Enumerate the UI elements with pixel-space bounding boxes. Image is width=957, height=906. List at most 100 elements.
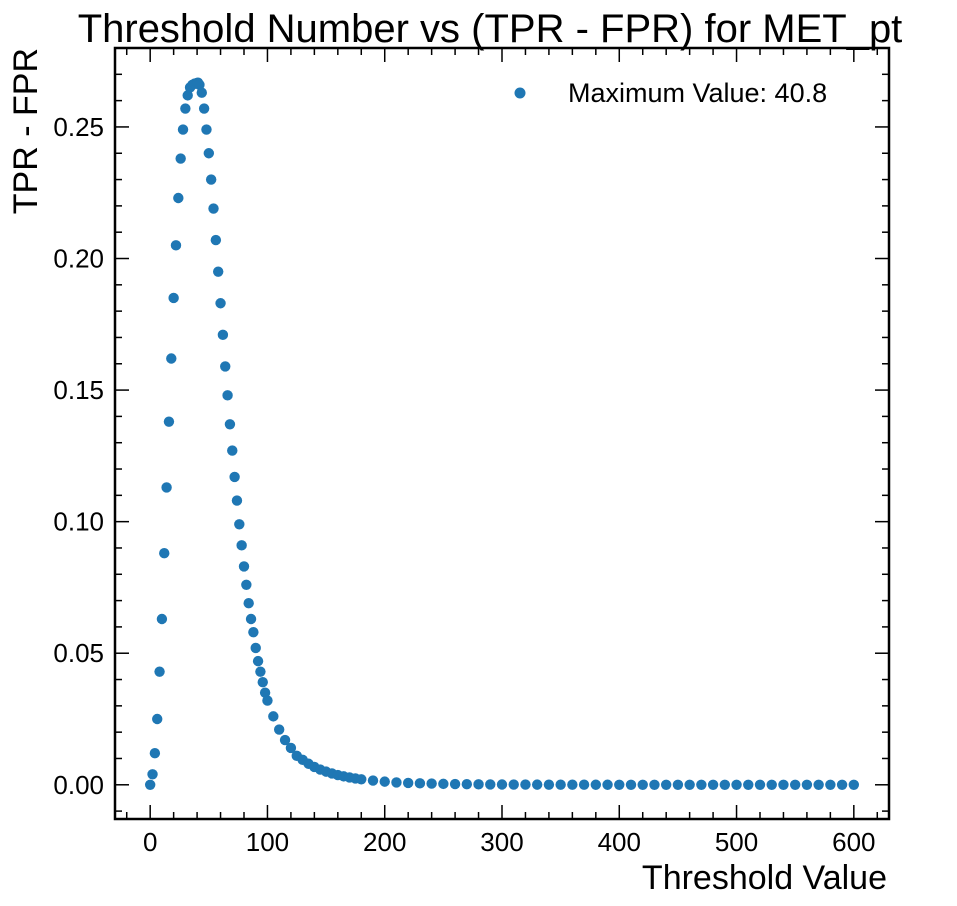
data-point (248, 626, 259, 638)
data-point (252, 655, 264, 667)
data-point (473, 779, 484, 790)
data-point (257, 676, 268, 688)
data-point (379, 776, 390, 787)
data-point (262, 695, 273, 706)
chart-title: Threshold Number vs (TPR - FPR) for MET_… (78, 7, 903, 51)
data-point (590, 779, 602, 790)
data-point (778, 779, 789, 790)
data-point (168, 292, 179, 304)
x-tick-label: 0 (143, 827, 157, 857)
data-point (170, 240, 182, 251)
x-tick-label: 500 (715, 827, 758, 857)
data-point (660, 779, 672, 790)
data-point (578, 779, 590, 790)
data-point (731, 779, 742, 790)
data-point (224, 419, 236, 430)
data-point (672, 779, 684, 790)
data-point (180, 103, 191, 114)
data-point (625, 779, 637, 790)
data-point (766, 779, 777, 790)
x-tick-label: 600 (832, 827, 875, 857)
x-tick-label: 400 (598, 827, 641, 857)
data-point (684, 779, 695, 790)
axis-ticks (115, 48, 889, 819)
data-point (268, 711, 279, 722)
data-point (449, 778, 461, 790)
data-point (182, 90, 193, 101)
data-points (144, 77, 860, 790)
data-point (719, 779, 731, 790)
data-point (813, 779, 824, 790)
data-point (402, 777, 414, 789)
data-point (825, 779, 836, 790)
y-tick-label: 0.05 (53, 638, 104, 668)
legend-entry-label: Maximum Value: 40.8 (568, 78, 827, 108)
y-tick-label: 0.20 (53, 244, 104, 274)
x-axis-label: Threshold Value (642, 859, 887, 897)
data-point (166, 353, 177, 364)
data-point (426, 778, 437, 789)
y-tick-label: 0.00 (53, 770, 104, 800)
data-point (567, 779, 578, 790)
data-point (175, 153, 186, 164)
data-point (848, 779, 860, 790)
data-point (241, 579, 252, 591)
data-point (208, 203, 219, 214)
data-point (196, 87, 207, 98)
data-point (198, 103, 210, 114)
data-point (163, 416, 175, 427)
data-point (152, 713, 163, 725)
data-point (220, 361, 231, 372)
data-point (461, 779, 473, 790)
data-point (194, 79, 205, 91)
data-point (250, 642, 261, 654)
data-point (217, 329, 229, 341)
data-point (154, 666, 165, 677)
data-point (245, 613, 257, 625)
data-point (531, 779, 543, 790)
data-point (367, 775, 379, 786)
data-point (414, 778, 426, 789)
data-point (707, 779, 719, 790)
data-point (144, 779, 156, 790)
data-point (649, 779, 660, 790)
data-point (255, 666, 266, 677)
data-point (161, 482, 172, 493)
data-point (279, 734, 291, 746)
data-point (637, 779, 648, 790)
data-point (356, 774, 367, 785)
data-point (156, 613, 168, 625)
axis-tick-labels: 0 100 200 300 400 500 600 0.00 0.05 0.10 0.15 0.20 0… (53, 112, 875, 857)
plot-frame (113, 46, 891, 821)
data-point (236, 540, 247, 551)
data-point (754, 779, 766, 790)
data-point (222, 390, 233, 401)
data-point (438, 778, 449, 790)
y-axis-label: TPR - FPR (7, 48, 45, 214)
data-point (508, 779, 519, 790)
legend-marker (514, 87, 526, 99)
y-tick-label: 0.10 (53, 507, 104, 537)
data-point (238, 561, 250, 572)
data-point (801, 779, 813, 790)
legend: Maximum Value: 40.8 (514, 78, 827, 108)
data-point (149, 748, 161, 759)
data-point (227, 445, 238, 456)
data-point (696, 779, 707, 790)
data-point (743, 779, 754, 790)
data-point (259, 687, 271, 698)
data-point (210, 234, 222, 246)
data-point (201, 124, 212, 135)
data-point (555, 779, 566, 790)
data-point (231, 495, 243, 506)
data-point (213, 266, 224, 277)
data-point (173, 192, 184, 204)
data-point (543, 779, 555, 790)
data-point (177, 124, 189, 135)
data-point (602, 779, 613, 790)
data-point (203, 148, 215, 159)
data-point (205, 174, 217, 185)
y-tick-label: 0.25 (53, 112, 104, 142)
data-point (520, 779, 531, 790)
